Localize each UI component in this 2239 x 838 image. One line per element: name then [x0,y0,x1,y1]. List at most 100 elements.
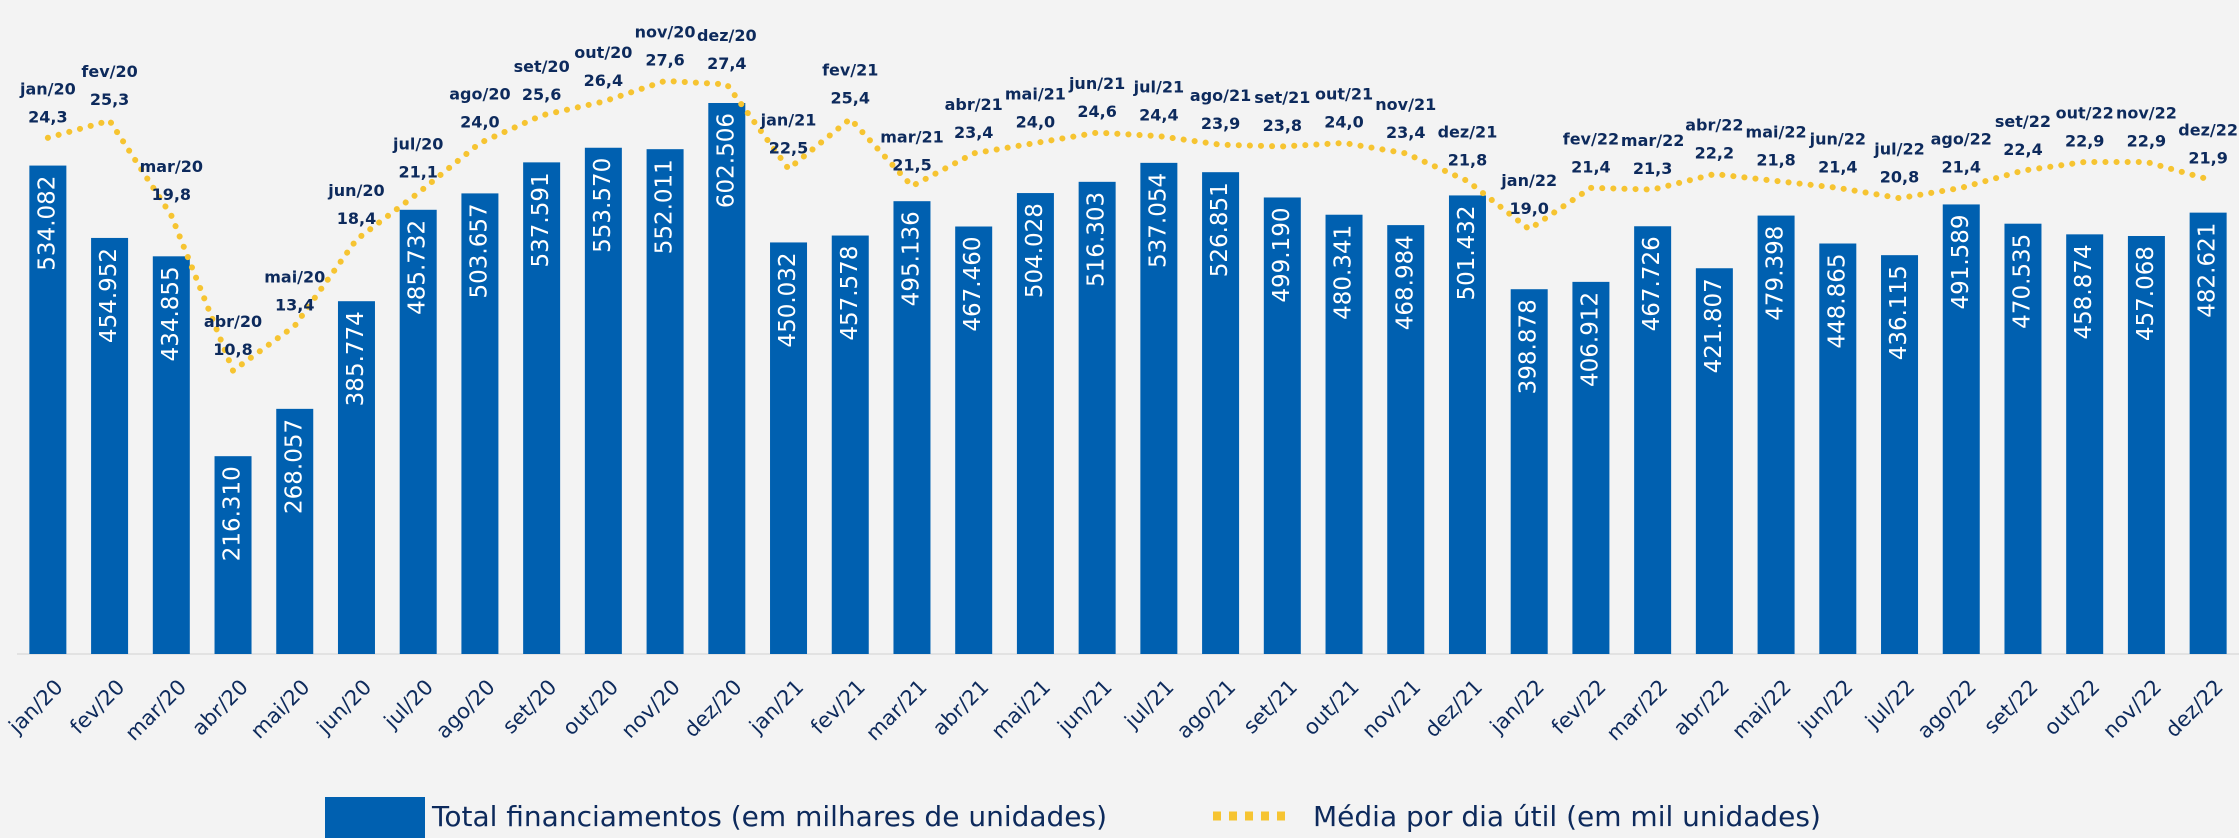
bar [1695,268,1733,654]
bar-value-label: 470.535 [2009,234,2035,329]
point-category-label: ago/21 [1190,86,1251,105]
bar-value-label: 504.028 [1022,203,1048,298]
bar-value-label: 482.621 [2195,223,2221,318]
point-value-label: 24,6 [1077,102,1116,121]
point-category-label: mai/20 [264,267,325,286]
bar-value-label: 216.310 [220,466,246,561]
bar-value-label: 602.506 [713,113,739,208]
point-category-label: dez/22 [2178,121,2238,140]
bar [1757,215,1795,654]
bar-value-label: 467.460 [960,237,986,332]
bar [276,408,314,654]
point-category-label: dez/21 [1438,122,1498,141]
bar [1202,172,1240,654]
bar-value-label: 268.057 [281,419,307,514]
point-value-label: 22,2 [1695,144,1734,163]
point-value-label: 23,4 [1386,123,1425,142]
point-category-label: nov/21 [1375,95,1436,114]
point-category-label: fev/20 [81,62,137,81]
point-value-label: 24,3 [28,107,67,126]
point-value-label: 13,4 [275,295,314,314]
bar-value-label: 448.865 [1824,254,1850,349]
bar [523,162,561,654]
point-value-label: 22,9 [2065,131,2104,150]
point-category-label: ago/20 [449,85,510,104]
point-category-label: mar/20 [140,157,203,176]
point-value-label: 24,0 [1324,113,1363,132]
point-value-label: 24,4 [1139,106,1178,125]
point-value-label: 10,8 [213,340,252,359]
bar [1263,197,1301,654]
bar [1448,195,1486,654]
point-category-label: jun/21 [1068,74,1125,93]
bar-value-label: 537.054 [1145,173,1171,268]
bar-value-label: 467.726 [1639,236,1665,331]
point-category-label: jul/21 [1133,78,1184,97]
bar-value-label: 503.657 [466,203,492,298]
legend-label: Média por dia útil (em mil unidades) [1313,800,1821,833]
bar [584,147,622,654]
bar-value-label: 479.398 [1763,226,1789,321]
bar-value-label: 450.032 [775,252,801,347]
point-category-label: nov/20 [635,22,696,41]
bar-value-label: 436.115 [1886,265,1912,360]
bar [646,149,684,654]
point-category-label: mai/21 [1005,85,1066,104]
bar [91,237,129,654]
point-category-label: jun/20 [327,181,384,200]
point-value-label: 27,4 [707,54,746,73]
point-category-label: jul/22 [1873,140,1924,159]
point-value-label: 23,8 [1263,116,1302,135]
point-value-label: 20,8 [1880,168,1919,187]
point-category-label: jan/20 [19,79,76,98]
bar [955,226,993,654]
bar-value-label: 526.851 [1207,182,1233,277]
bar-value-label: 457.578 [837,246,863,341]
point-value-label: 21,8 [1756,150,1795,169]
point-value-label: 18,4 [337,209,376,228]
bar [152,256,190,654]
point-category-label: ago/22 [1931,129,1992,148]
bar [1881,255,1919,654]
bar [831,235,869,654]
point-category-label: jun/22 [1809,129,1866,148]
point-value-label: 25,4 [831,88,870,107]
point-value-label: 25,6 [522,85,561,104]
point-category-label: abr/20 [204,312,262,331]
point-value-label: 21,4 [1571,157,1610,176]
bar [29,165,67,654]
point-category-label: jan/22 [1500,171,1557,190]
point-category-label: set/21 [1254,88,1310,107]
point-category-label: mai/22 [1746,122,1807,141]
bar-value-label: 421.807 [1701,278,1727,373]
point-value-label: 21,8 [1448,150,1487,169]
bar [1140,162,1178,654]
bar-value-label: 457.068 [2133,246,2159,341]
bar-value-label: 385.774 [343,311,369,406]
point-category-label: out/21 [1315,85,1373,104]
bar [708,102,746,655]
bar-value-label: 516.303 [1084,192,1110,287]
bar-value-label: 495.136 [898,211,924,306]
point-category-label: abr/21 [945,95,1003,114]
bar-value-label: 434.855 [158,266,184,361]
point-value-label: 19,0 [1509,199,1548,218]
bar-value-label: 534.082 [34,176,60,271]
point-category-label: abr/22 [1685,116,1743,135]
bar [1510,289,1548,654]
point-category-label: mar/22 [1621,131,1684,150]
point-value-label: 21,3 [1633,159,1672,178]
bar [1078,181,1116,654]
point-value-label: 21,4 [1942,157,1981,176]
point-category-label: jan/21 [760,110,817,129]
point-category-label: set/20 [514,57,570,76]
bar [214,456,252,654]
point-value-label: 24,0 [460,113,499,132]
point-value-label: 22,9 [2127,131,2166,150]
bar-value-label: 468.984 [1392,235,1418,330]
bar-value-label: 454.952 [96,248,122,343]
point-category-label: out/22 [2056,103,2114,122]
point-category-label: nov/22 [2116,103,2177,122]
bar [1016,193,1054,654]
